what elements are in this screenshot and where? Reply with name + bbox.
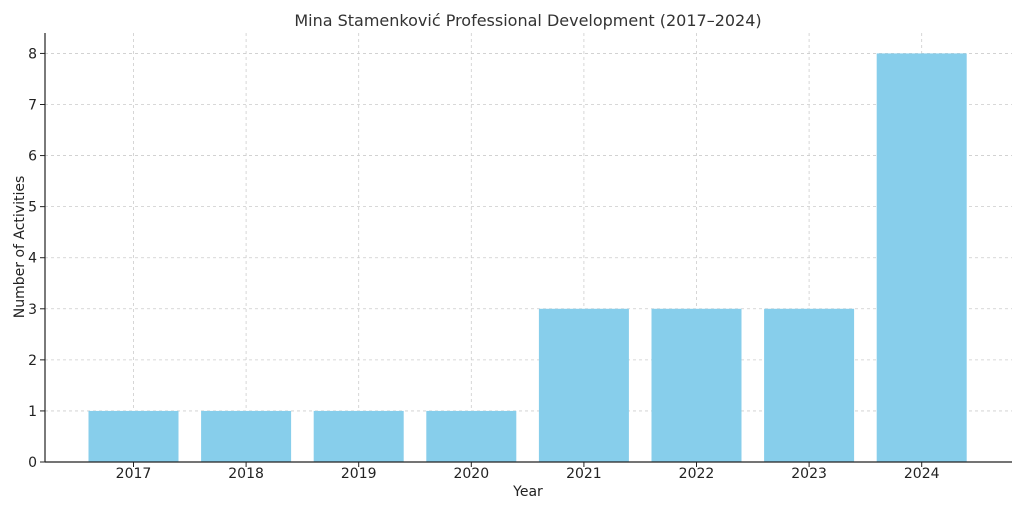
x-axis-label: Year <box>512 484 543 500</box>
y-tick-label: 3 <box>28 302 37 318</box>
x-tick-label: 2022 <box>679 466 715 482</box>
y-tick-label: 7 <box>28 98 37 114</box>
x-tick-label: 2020 <box>453 466 489 482</box>
x-tick-label: 2018 <box>228 466 264 482</box>
y-tick-label: 2 <box>28 353 37 369</box>
y-tick-label: 4 <box>28 251 37 267</box>
bar-2023 <box>764 308 855 462</box>
bar-2021 <box>538 308 629 462</box>
y-tick-label: 1 <box>28 404 37 420</box>
axes-layer <box>44 33 1012 463</box>
chart-title: Mina Stamenković Professional Developmen… <box>294 11 761 30</box>
x-tick-label: 2023 <box>791 466 827 482</box>
grid-layer <box>45 33 1012 463</box>
x-tick-label: 2019 <box>341 466 377 482</box>
x-tick-label: 2021 <box>566 466 602 482</box>
x-tick-label: 2017 <box>116 466 152 482</box>
y-tick-label: 8 <box>28 46 37 62</box>
bar-2024 <box>876 53 967 463</box>
y-tick-label: 0 <box>28 455 37 471</box>
bar-2019 <box>313 410 404 462</box>
bar-2018 <box>201 410 292 462</box>
ticks-layer: 0 1 2 3 4 5 6 7 8 2017 2018 2019 2020 2021 2022 2023 202… <box>28 46 940 482</box>
y-axis-label: Number of Activities <box>12 176 28 319</box>
bar-2022 <box>651 308 742 462</box>
bar-2017 <box>88 410 179 462</box>
bars-layer <box>88 53 967 463</box>
bar-2020 <box>426 410 517 462</box>
y-tick-label: 5 <box>28 200 37 216</box>
y-tick-label: 6 <box>28 149 37 165</box>
x-tick-label: 2024 <box>904 466 940 482</box>
